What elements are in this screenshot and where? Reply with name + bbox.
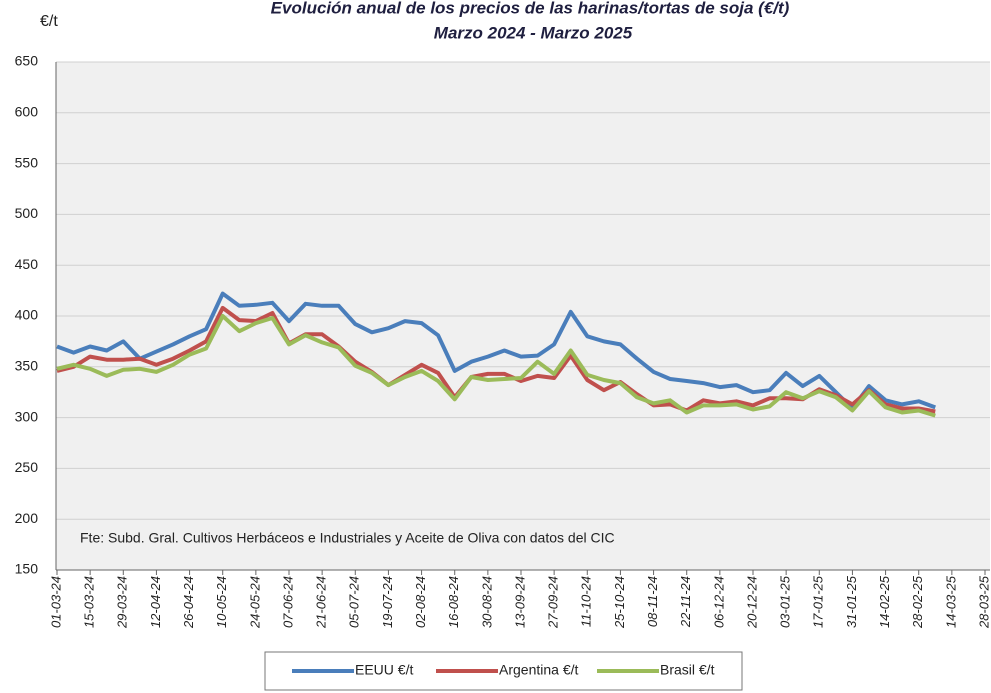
y-tick-label: 350	[15, 358, 39, 374]
chart-title: Evolución anual de los precios de las ha…	[271, 0, 790, 17]
legend-label: EEUU €/t	[355, 662, 413, 678]
legend-label: Brasil €/t	[660, 662, 715, 678]
y-tick-label: 450	[15, 256, 39, 272]
x-tick-label: 25-10-24	[612, 576, 627, 629]
x-tick-label: 11-10-24	[579, 576, 594, 627]
series-line	[56, 305, 936, 414]
x-tick-label: 28-03-25	[976, 575, 991, 629]
x-tick-label: 16-08-24	[446, 576, 461, 628]
y-tick-label: 500	[15, 205, 39, 221]
x-tick-label: 12-04-24	[148, 576, 163, 628]
x-tick-label: 21-06-24	[314, 576, 329, 629]
y-tick-label: 300	[15, 408, 39, 424]
x-tick-label: 29-03-24	[115, 576, 130, 629]
y-tick-label: 200	[15, 510, 39, 526]
x-tick-label: 26-04-24	[181, 576, 196, 629]
x-tick-label: 31-01-25	[844, 575, 859, 628]
x-tick-label: 19-07-24	[380, 576, 395, 628]
x-tick-label: 17-01-25	[811, 575, 826, 628]
x-tick-label: 13-09-24	[512, 576, 527, 628]
x-tick-label: 24-05-24	[247, 576, 262, 629]
y-tick-label: 400	[15, 307, 39, 323]
annotation: Fte: Subd. Gral. Cultivos Herbáceos e In…	[80, 530, 615, 546]
x-tick-label: 30-08-24	[479, 576, 494, 628]
y-tick-label: 250	[15, 459, 39, 475]
x-tick-label: 14-03-25	[943, 575, 958, 628]
y-tick-label: 150	[15, 561, 39, 577]
x-tick-label: 28-02-25	[910, 575, 925, 629]
series-line	[56, 291, 936, 411]
x-tick-label: 15-03-24	[82, 576, 97, 628]
x-tick-label: 20-12-24	[744, 576, 759, 629]
chart-subtitle: Marzo 2024 - Marzo 2025	[434, 23, 633, 42]
legend-label: Argentina €/t	[499, 662, 578, 678]
x-tick-label: 14-02-25	[877, 575, 892, 628]
x-tick-label: 05-07-24	[347, 576, 362, 628]
y-tick-label: 600	[15, 104, 39, 120]
x-tick-label: 22-11-24	[678, 576, 693, 628]
x-tick-label: 02-08-24	[413, 576, 428, 628]
x-tick-label: 27-09-24	[546, 576, 561, 629]
y-tick-label: 650	[15, 53, 39, 69]
x-tick-label: 03-01-25	[778, 575, 793, 628]
x-tick-label: 01-03-24	[48, 576, 63, 628]
y-axis-label: €/t	[40, 13, 58, 30]
x-tick-label: 07-06-24	[280, 576, 295, 628]
x-tick-label: 10-05-24	[214, 576, 229, 628]
y-tick-label: 550	[15, 154, 39, 170]
x-tick-label: 08-11-24	[645, 576, 660, 627]
series-line	[56, 314, 936, 418]
x-tick-label: 06-12-24	[711, 576, 726, 628]
